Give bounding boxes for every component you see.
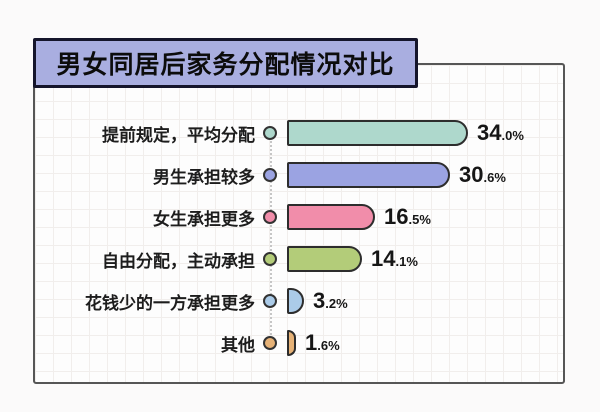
chart-row: 其他 1.6% [36,322,584,364]
value-frac: .5% [408,212,431,227]
bar [287,120,468,146]
bar [287,330,296,356]
category-label: 其他 [221,335,255,355]
chart-row: 提前规定，平均分配 34.0% [36,112,584,154]
value-frac: .1% [395,254,418,269]
value-frac: .6% [483,170,506,185]
chart-plot-area: 提前规定，平均分配 34.0% 男生承担较多 30.6% 女生承担更多 16.5… [36,112,584,364]
category-dot-marker [263,294,277,308]
category-dot-marker [263,126,277,140]
value-int: 16 [384,204,409,229]
value-int: 3 [313,288,326,313]
chart-title-box: 男女同居后家务分配情况对比 [33,38,418,88]
axis-dotted-line [270,133,272,343]
bar [287,246,362,272]
category-label: 自由分配，主动承担 [102,251,255,271]
value-label: 34.0% [477,120,524,146]
value-frac: .0% [501,128,524,143]
value-int: 34 [477,120,502,145]
bar [287,162,450,188]
chart-title: 男女同居后家务分配情况对比 [56,51,395,79]
value-label: 16.5% [384,204,431,230]
chart-row: 自由分配，主动承担 14.1% [36,238,584,280]
category-dot-marker [263,336,277,350]
bar [287,204,375,230]
category-label: 花钱少的一方承担更多 [85,293,255,313]
value-label: 14.1% [371,246,418,272]
value-int: 1 [305,330,318,355]
category-label: 男生承担较多 [153,167,255,187]
value-int: 14 [371,246,396,271]
chart-row: 女生承担更多 16.5% [36,196,584,238]
value-label: 3.2% [313,288,348,314]
category-dot-marker [263,168,277,182]
value-int: 30 [459,162,484,187]
category-label: 提前规定，平均分配 [102,125,255,145]
value-label: 30.6% [459,162,506,188]
chart-row: 男生承担较多 30.6% [36,154,584,196]
value-frac: .2% [325,296,348,311]
bar [287,288,304,314]
value-frac: .6% [317,338,340,353]
chart-row: 花钱少的一方承担更多 3.2% [36,280,584,322]
category-dot-marker [263,252,277,266]
value-label: 1.6% [305,330,340,356]
category-dot-marker [263,210,277,224]
category-label: 女生承担更多 [153,209,255,229]
